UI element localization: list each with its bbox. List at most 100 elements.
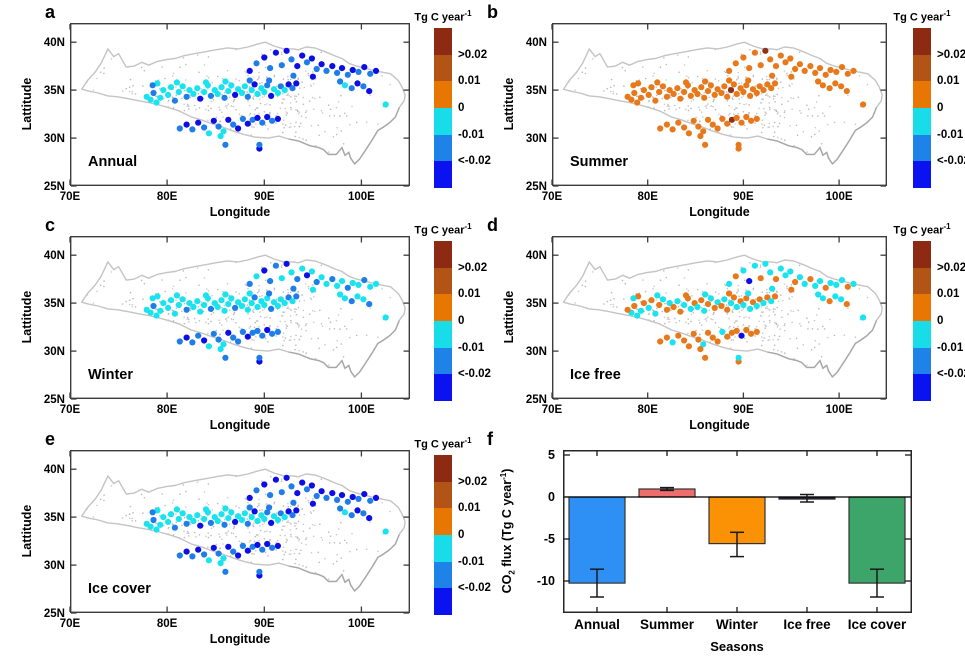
basemap-speckle bbox=[273, 74, 276, 77]
basemap-speckle bbox=[701, 329, 704, 331]
lake-dot bbox=[743, 113, 750, 121]
basemap-speckle bbox=[207, 546, 209, 548]
basemap-speckle bbox=[800, 325, 802, 327]
basemap-speckle bbox=[670, 96, 672, 99]
basemap-speckle bbox=[189, 96, 192, 99]
lake-dot bbox=[149, 295, 156, 302]
basemap-speckle bbox=[171, 288, 174, 290]
basemap-speckle bbox=[221, 306, 223, 309]
basemap-speckle bbox=[732, 126, 734, 128]
y-tick-label: 30N bbox=[526, 133, 547, 145]
basemap-speckle bbox=[581, 284, 584, 286]
basemap-speckle bbox=[773, 131, 776, 133]
basemap-speckle bbox=[294, 98, 296, 100]
basemap-speckle bbox=[345, 542, 348, 544]
basemap-speckle bbox=[253, 95, 255, 97]
lake-dot bbox=[261, 515, 268, 523]
lake-dot bbox=[259, 119, 266, 126]
basemap-speckle bbox=[780, 294, 782, 296]
basemap-speckle bbox=[294, 522, 296, 524]
basemap-speckle bbox=[365, 334, 368, 336]
lake-dot bbox=[743, 82, 750, 89]
basemap-speckle bbox=[285, 111, 287, 113]
basemap-speckle bbox=[351, 105, 353, 108]
basemap-speckle bbox=[210, 320, 212, 323]
basemap-speckle bbox=[200, 515, 203, 517]
basemap-speckle bbox=[300, 328, 303, 330]
lake-dot bbox=[675, 119, 682, 126]
basemap-speckle bbox=[777, 111, 779, 113]
basemap-speckle bbox=[781, 103, 783, 106]
basemap-speckle bbox=[226, 496, 229, 499]
basemap-speckle bbox=[258, 504, 260, 506]
basemap-speckle bbox=[258, 498, 260, 501]
lake-dot bbox=[709, 334, 716, 341]
lake-dot bbox=[360, 296, 367, 303]
basemap-speckle bbox=[295, 121, 297, 124]
basemap-speckle bbox=[319, 309, 321, 312]
lake-dot bbox=[631, 89, 638, 97]
lake-dot bbox=[850, 280, 857, 287]
basemap-speckle bbox=[328, 364, 330, 366]
basemap-speckle bbox=[745, 103, 747, 105]
y-tick-label: 35N bbox=[44, 512, 65, 524]
basemap-speckle bbox=[732, 98, 734, 100]
basemap-speckle bbox=[250, 561, 253, 563]
basemap-speckle bbox=[743, 337, 746, 340]
basemap-speckle bbox=[259, 525, 261, 527]
basemap-speckle bbox=[329, 321, 332, 323]
basemap-speckle bbox=[652, 288, 654, 290]
basemap-speckle bbox=[663, 109, 666, 112]
x-tick-label: 70E bbox=[542, 191, 563, 203]
lake-dot bbox=[173, 79, 180, 86]
lake-dot bbox=[669, 339, 676, 346]
basemap-speckle bbox=[267, 128, 269, 130]
lake-dot bbox=[190, 517, 197, 525]
basemap-speckle bbox=[310, 85, 313, 88]
basemap-speckle bbox=[183, 536, 186, 539]
basemap-speckle bbox=[251, 126, 253, 128]
lake-dot bbox=[160, 300, 167, 307]
lake-dot bbox=[701, 94, 708, 101]
basemap-speckle bbox=[305, 110, 308, 112]
lake-dot bbox=[704, 301, 712, 308]
colorbar-segment bbox=[434, 267, 452, 295]
basemap-speckle bbox=[226, 531, 228, 534]
basemap-speckle bbox=[664, 89, 666, 92]
basemap-speckle bbox=[705, 104, 708, 107]
basemap-speckle bbox=[263, 308, 266, 310]
basemap-speckle bbox=[320, 264, 323, 267]
basemap-speckle bbox=[258, 71, 260, 74]
basemap-speckle bbox=[275, 541, 277, 544]
basemap-speckle bbox=[287, 505, 289, 508]
lake-dot bbox=[822, 284, 829, 291]
ylabel-text: ) bbox=[500, 468, 515, 473]
basemap-speckle bbox=[312, 71, 314, 73]
basemap-speckle bbox=[584, 67, 587, 69]
x-axis-label: Longitude bbox=[209, 418, 271, 432]
basemap-speckle bbox=[664, 302, 666, 305]
basemap-speckle bbox=[245, 71, 248, 74]
basemap-speckle bbox=[311, 310, 314, 312]
basemap-speckle bbox=[276, 112, 279, 115]
basemap-speckle bbox=[704, 105, 707, 107]
basemap-speckle bbox=[760, 344, 763, 347]
basemap-speckle bbox=[297, 540, 300, 542]
basemap-speckle bbox=[776, 93, 778, 96]
lake-dot bbox=[268, 519, 275, 526]
error-bar bbox=[800, 493, 814, 503]
lake-dot bbox=[366, 301, 373, 308]
basemap-speckle bbox=[276, 539, 279, 542]
basemap-speckle bbox=[735, 107, 737, 109]
lake-dot bbox=[782, 59, 789, 66]
basemap-speckle bbox=[302, 103, 305, 106]
basemap-speckle bbox=[355, 548, 358, 551]
lake-dot bbox=[657, 338, 664, 345]
basemap-speckle bbox=[293, 338, 296, 341]
basemap-speckle bbox=[235, 291, 237, 293]
lake-dot bbox=[272, 49, 279, 56]
basemap-speckle bbox=[171, 96, 174, 98]
lake-dot bbox=[762, 260, 769, 267]
basemap-speckle bbox=[275, 327, 277, 330]
basemap-speckle bbox=[286, 539, 289, 541]
